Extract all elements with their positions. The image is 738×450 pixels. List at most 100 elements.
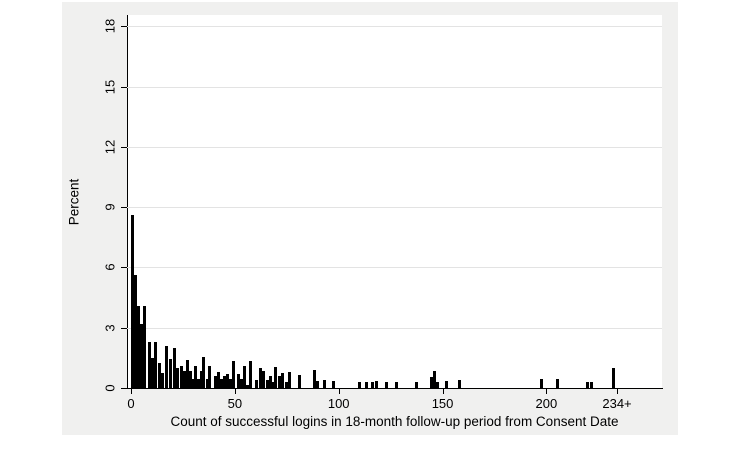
histogram-bar xyxy=(429,377,433,388)
histogram-bar xyxy=(365,382,369,388)
x-tick-label: 234+ xyxy=(602,396,632,411)
y-gridline xyxy=(127,207,662,209)
y-axis-title: Percent xyxy=(66,178,82,225)
x-tick-label: 50 xyxy=(227,396,243,411)
x-tick-label: 200 xyxy=(535,396,558,411)
histogram-bar xyxy=(358,382,362,388)
histogram-bar xyxy=(262,371,266,388)
y-tick-label: 15 xyxy=(102,79,118,94)
histogram-bar xyxy=(254,380,258,388)
histogram-bar xyxy=(223,376,226,388)
y-tick xyxy=(121,26,127,28)
y-axis-line xyxy=(127,15,128,389)
histogram-bar xyxy=(139,324,143,388)
x-tick xyxy=(234,388,236,394)
histogram-bar xyxy=(312,370,316,388)
histogram-bar xyxy=(322,380,326,388)
histogram-bar xyxy=(208,366,212,388)
y-tick-label: 3 xyxy=(102,324,118,332)
histogram-bar xyxy=(284,382,288,388)
histogram-bar xyxy=(148,342,152,388)
histogram-bar xyxy=(158,363,161,388)
histogram-bar xyxy=(197,379,201,388)
x-axis-title: Count of successful logins in 18-month f… xyxy=(170,414,619,429)
histogram-bar xyxy=(202,357,206,388)
y-tick xyxy=(121,327,127,329)
histogram-bar xyxy=(258,368,262,388)
histogram-bar xyxy=(316,381,320,388)
histogram-bar xyxy=(273,367,277,388)
x-tick xyxy=(442,388,444,394)
histogram-bar xyxy=(160,373,164,388)
y-tick xyxy=(121,207,127,209)
y-gridline xyxy=(127,327,662,329)
histogram-bar xyxy=(214,376,218,388)
histogram-bar xyxy=(540,379,544,388)
y-tick xyxy=(121,388,127,389)
histogram-bar xyxy=(191,379,195,388)
histogram-bar xyxy=(205,379,209,388)
histogram-bar xyxy=(288,372,292,388)
histogram-bar xyxy=(236,374,240,388)
histogram-bar xyxy=(585,382,589,388)
histogram-bar xyxy=(131,215,134,388)
histogram-bar xyxy=(133,275,137,388)
y-tick-label: 6 xyxy=(102,263,118,272)
chart-panel: Percent Count of successful logins in 18… xyxy=(62,2,678,435)
histogram-bar xyxy=(180,366,184,388)
x-tick xyxy=(617,388,619,394)
histogram-bar xyxy=(611,368,615,388)
histogram-bar xyxy=(231,361,235,388)
histogram-bar xyxy=(271,382,275,388)
histogram-bar xyxy=(240,379,244,388)
histogram-bar xyxy=(432,371,436,388)
histogram-bar xyxy=(458,380,462,388)
histogram-bar xyxy=(266,380,269,388)
histogram-bar xyxy=(199,371,203,388)
x-tick-label: 0 xyxy=(127,396,135,411)
histogram-bar xyxy=(154,342,158,388)
y-gridline xyxy=(127,267,662,269)
plot-area xyxy=(127,15,663,389)
histogram-bar xyxy=(185,360,189,388)
y-tick xyxy=(121,267,127,269)
histogram-bar xyxy=(555,379,559,388)
histogram-bar xyxy=(242,366,246,388)
histogram-bar xyxy=(394,382,398,388)
x-tick-label: 150 xyxy=(431,396,454,411)
histogram-bar xyxy=(248,361,252,388)
y-tick-label: 12 xyxy=(102,139,118,155)
histogram-bar xyxy=(444,381,448,388)
histogram-bar xyxy=(590,382,594,388)
histogram-bar xyxy=(225,374,229,388)
y-gridline xyxy=(127,86,662,88)
x-tick xyxy=(131,388,132,394)
histogram-bar xyxy=(280,373,284,388)
histogram-bar xyxy=(229,379,233,388)
histogram-bar xyxy=(268,376,272,388)
y-gridline xyxy=(127,146,662,148)
histogram-bar xyxy=(436,382,440,388)
histogram-bar xyxy=(137,306,141,388)
y-tick xyxy=(121,86,127,88)
histogram-bar xyxy=(182,371,186,388)
histogram-bar xyxy=(188,371,192,388)
histogram-bar xyxy=(169,359,172,388)
y-gridline xyxy=(127,26,662,28)
y-tick-label: 0 xyxy=(102,384,118,392)
histogram-bar xyxy=(143,306,147,388)
histogram-bar xyxy=(216,372,220,388)
x-tick xyxy=(546,388,548,394)
histogram-bar xyxy=(193,366,197,388)
histogram-bar xyxy=(332,381,336,388)
y-tick-label: 9 xyxy=(102,203,118,211)
histogram-bar xyxy=(385,382,389,388)
x-axis-line xyxy=(127,388,663,389)
histogram-bar xyxy=(371,382,375,388)
histogram-bar xyxy=(246,385,250,388)
histogram-bar xyxy=(297,375,301,388)
y-tick xyxy=(121,146,127,148)
histogram-bar xyxy=(172,348,176,388)
histogram-bar xyxy=(278,376,282,388)
